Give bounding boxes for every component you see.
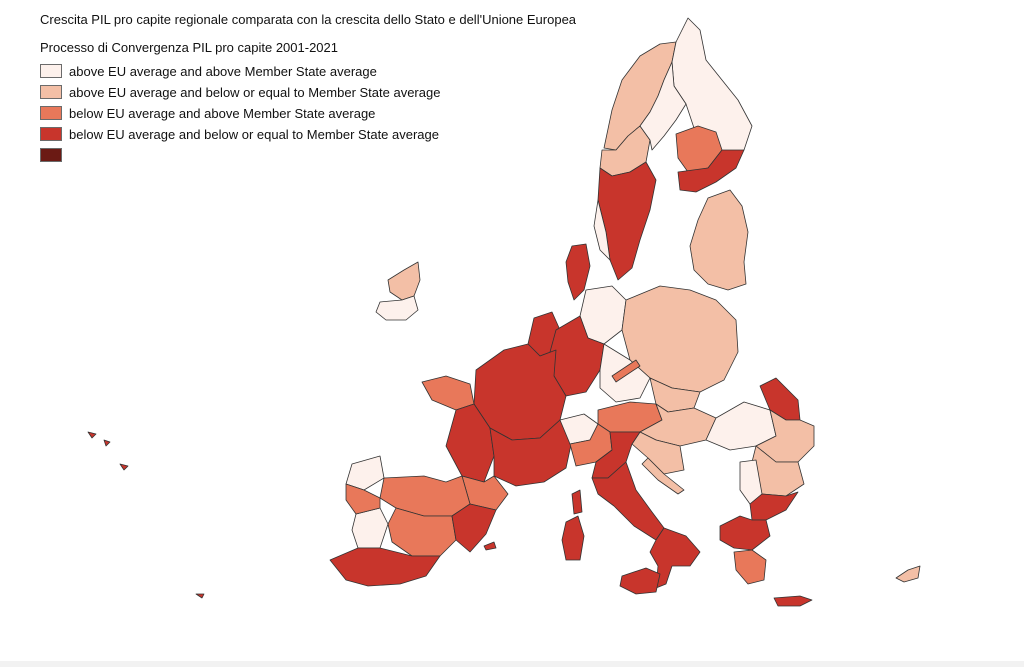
region-cyprus [895, 565, 921, 583]
region-canary-2 [483, 541, 497, 551]
region-ireland-north [387, 261, 421, 301]
legend-item: above EU average and below or equal to M… [40, 82, 440, 102]
legend-label: below EU average and above Member State … [69, 105, 376, 121]
region-ireland-south [375, 295, 419, 321]
region-sicily [619, 567, 661, 595]
region-baltics [689, 189, 749, 291]
legend-item: above EU average and above Member State … [40, 61, 440, 81]
bottom-strip [0, 661, 1024, 667]
region-sweden-south [597, 161, 657, 281]
legend-swatch [40, 148, 62, 162]
legend-label: above EU average and above Member State … [69, 63, 377, 79]
region-spain-east [451, 503, 497, 553]
legend-swatch [40, 127, 62, 141]
region-croatia [631, 431, 685, 475]
map-title: Crescita PIL pro capite regionale compar… [40, 12, 577, 27]
region-france-south [489, 419, 573, 487]
legend-label: below EU average and below or equal to M… [69, 126, 439, 142]
region-sardinia [561, 515, 585, 561]
legend-item: below EU average and above Member State … [40, 103, 440, 123]
region-portugal-north [345, 483, 381, 515]
region-france-west [445, 403, 495, 483]
region-azores-2 [103, 439, 111, 447]
region-crete [773, 595, 813, 607]
region-hungary [639, 403, 717, 447]
legend-swatch [40, 64, 62, 78]
region-canary-1 [195, 593, 205, 599]
legend-item: below EU average and below or equal to M… [40, 124, 440, 144]
region-madeira [119, 463, 129, 471]
map-subtitle: Processo di Convergenza PIL pro capite 2… [40, 40, 338, 55]
legend-label: above EU average and below or equal to M… [69, 84, 441, 100]
region-finland-south [677, 149, 745, 193]
region-greece-center [719, 515, 771, 551]
region-azores-1 [87, 431, 97, 439]
region-sweden-north [639, 61, 687, 151]
region-corsica [571, 489, 583, 515]
region-poland-strip [611, 359, 641, 383]
legend-swatch [40, 106, 62, 120]
legend: above EU average and above Member State … [40, 61, 440, 166]
region-spain-north [379, 475, 471, 517]
region-denmark [565, 243, 591, 301]
region-sweden-stockholm [593, 199, 611, 261]
region-italy-south [649, 527, 701, 589]
region-france-brittany [421, 375, 475, 411]
region-croatia-coast [641, 457, 685, 495]
region-spain-north-pale [345, 455, 385, 491]
region-andalusia [329, 547, 441, 587]
region-romania-south [755, 409, 815, 463]
region-greece-south [733, 549, 767, 585]
legend-swatch [40, 85, 62, 99]
legend-item [40, 145, 440, 165]
